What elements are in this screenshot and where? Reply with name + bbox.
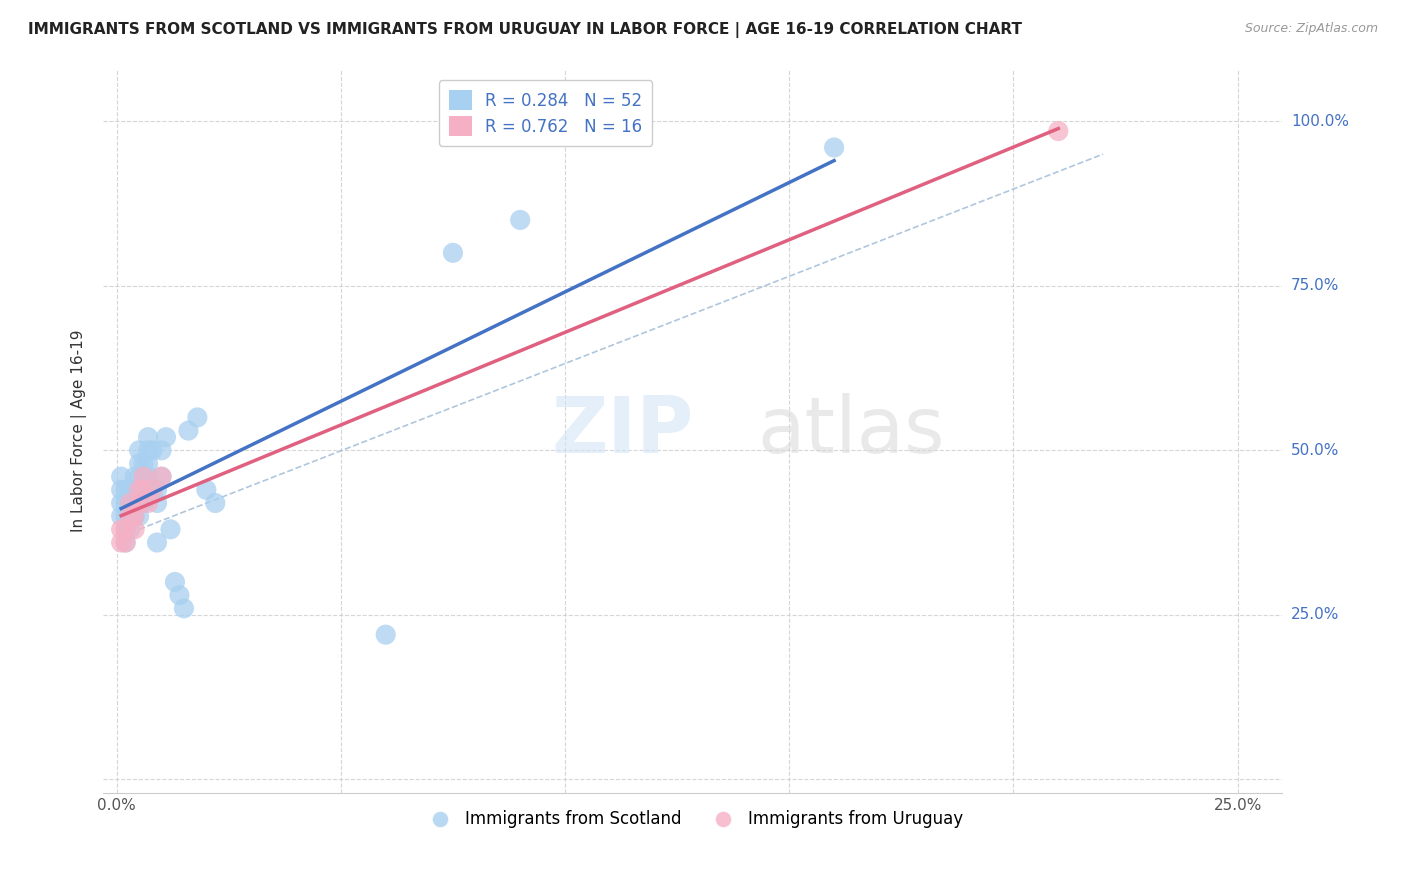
Point bbox=[110, 483, 132, 497]
Point bbox=[128, 457, 150, 471]
Point bbox=[136, 443, 159, 458]
Point bbox=[141, 483, 163, 497]
Text: IMMIGRANTS FROM SCOTLAND VS IMMIGRANTS FROM URUGUAY IN LABOR FORCE | AGE 16-19 C: IMMIGRANTS FROM SCOTLAND VS IMMIGRANTS F… bbox=[28, 22, 1022, 38]
Point bbox=[128, 496, 150, 510]
Text: Source: ZipAtlas.com: Source: ZipAtlas.com bbox=[1244, 22, 1378, 36]
Point bbox=[136, 496, 159, 510]
Point bbox=[177, 424, 200, 438]
Point bbox=[110, 496, 132, 510]
Legend: Immigrants from Scotland, Immigrants from Uruguay: Immigrants from Scotland, Immigrants fro… bbox=[416, 804, 970, 835]
Point bbox=[114, 496, 136, 510]
Point bbox=[128, 483, 150, 497]
Point bbox=[159, 522, 181, 536]
Point bbox=[132, 469, 155, 483]
Point bbox=[195, 483, 218, 497]
Point bbox=[120, 509, 142, 524]
Point bbox=[120, 509, 142, 524]
Point bbox=[110, 509, 132, 524]
Point bbox=[120, 483, 142, 497]
Point bbox=[128, 443, 150, 458]
Point bbox=[132, 469, 155, 483]
Point bbox=[128, 483, 150, 497]
Point bbox=[146, 496, 169, 510]
Point bbox=[173, 601, 195, 615]
Point bbox=[114, 483, 136, 497]
Point bbox=[509, 213, 531, 227]
Point bbox=[136, 457, 159, 471]
Point bbox=[141, 443, 163, 458]
Point bbox=[132, 483, 155, 497]
Point bbox=[150, 443, 173, 458]
Point bbox=[120, 522, 142, 536]
Point bbox=[141, 483, 163, 497]
Point bbox=[136, 469, 159, 483]
Point bbox=[128, 496, 150, 510]
Point bbox=[150, 469, 173, 483]
Point bbox=[132, 483, 155, 497]
Point bbox=[204, 496, 226, 510]
Point bbox=[114, 522, 136, 536]
Point bbox=[110, 535, 132, 549]
Point bbox=[120, 496, 142, 510]
Point bbox=[186, 410, 208, 425]
Text: 75.0%: 75.0% bbox=[1291, 278, 1339, 293]
Point bbox=[132, 457, 155, 471]
Point bbox=[114, 522, 136, 536]
Point bbox=[441, 245, 464, 260]
Point bbox=[124, 509, 146, 524]
Point bbox=[124, 483, 146, 497]
Text: ZIP: ZIP bbox=[551, 392, 693, 468]
Y-axis label: In Labor Force | Age 16-19: In Labor Force | Age 16-19 bbox=[72, 329, 87, 532]
Text: 50.0%: 50.0% bbox=[1291, 442, 1339, 458]
Point bbox=[128, 469, 150, 483]
Point bbox=[146, 483, 169, 497]
Text: atlas: atlas bbox=[758, 392, 945, 468]
Point bbox=[120, 483, 142, 497]
Point bbox=[136, 430, 159, 444]
Point bbox=[163, 574, 186, 589]
Point bbox=[823, 140, 845, 154]
Point bbox=[1047, 124, 1070, 138]
Point bbox=[124, 469, 146, 483]
Point bbox=[146, 535, 169, 549]
Point bbox=[374, 628, 396, 642]
Point bbox=[150, 469, 173, 483]
Point bbox=[114, 535, 136, 549]
Text: 25.0%: 25.0% bbox=[1291, 607, 1339, 623]
Point bbox=[110, 522, 132, 536]
Point bbox=[155, 430, 177, 444]
Point bbox=[120, 496, 142, 510]
Point bbox=[132, 496, 155, 510]
Point bbox=[169, 588, 191, 602]
Point bbox=[124, 509, 146, 524]
Point bbox=[114, 509, 136, 524]
Point bbox=[124, 496, 146, 510]
Point bbox=[110, 469, 132, 483]
Point bbox=[128, 509, 150, 524]
Text: 100.0%: 100.0% bbox=[1291, 113, 1348, 128]
Point bbox=[114, 535, 136, 549]
Point bbox=[124, 522, 146, 536]
